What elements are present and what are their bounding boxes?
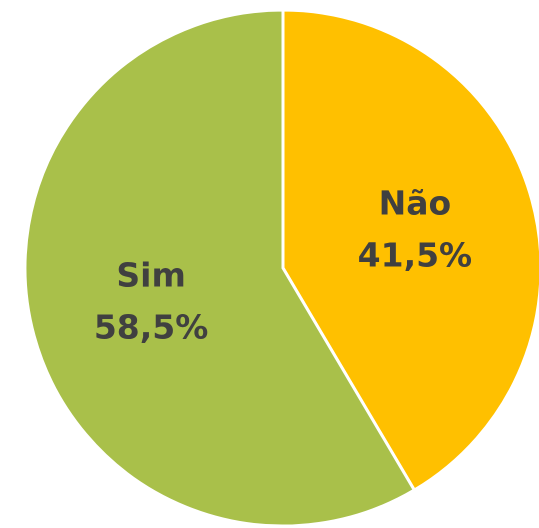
pie-slice [23, 8, 417, 528]
slice-category-label: Não [379, 183, 452, 222]
pie-slice [281, 8, 539, 493]
slice-value-label: 58,5% [94, 308, 209, 347]
slice-value-label: 41,5% [358, 235, 473, 274]
slice-category-label: Sim [116, 256, 185, 295]
